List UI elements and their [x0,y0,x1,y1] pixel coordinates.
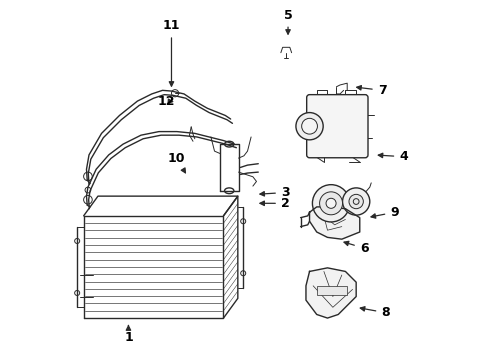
Circle shape [296,113,323,140]
Text: 10: 10 [168,152,185,173]
Text: 9: 9 [371,206,399,219]
Circle shape [326,198,336,208]
Text: 5: 5 [284,9,293,34]
Circle shape [343,188,370,215]
Text: 11: 11 [163,19,180,86]
Circle shape [302,118,318,134]
Circle shape [313,185,350,222]
Text: 12: 12 [157,95,174,108]
Polygon shape [306,268,356,318]
Circle shape [349,194,364,209]
Polygon shape [310,207,360,239]
Text: 4: 4 [378,150,408,163]
Text: 2: 2 [260,197,290,210]
Text: 7: 7 [357,84,387,97]
Text: 6: 6 [344,241,368,255]
Bar [317,286,347,295]
Text: 1: 1 [124,325,133,344]
Text: 8: 8 [360,306,390,319]
Circle shape [319,192,343,215]
Text: 3: 3 [260,186,290,199]
FancyBboxPatch shape [307,95,368,158]
